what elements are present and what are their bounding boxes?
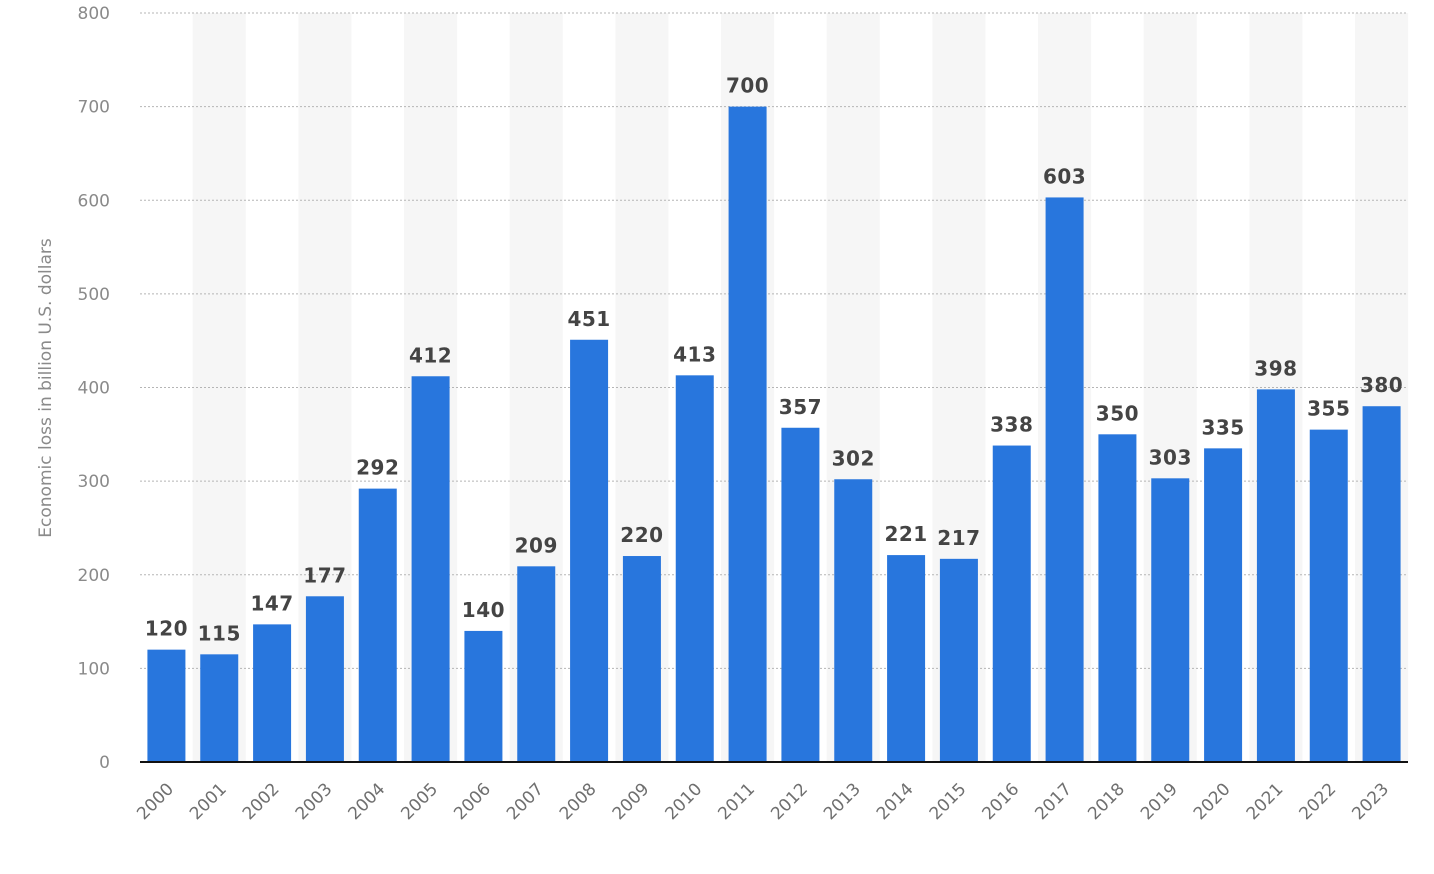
bar — [728, 106, 767, 762]
y-tick-label: 0 — [99, 753, 110, 773]
y-tick-label: 300 — [78, 472, 110, 492]
value-labels: 120 115 147 177 292 412 140 209 451 220 413 700 357 3… — [145, 74, 1403, 646]
y-tick-label: 200 — [78, 566, 110, 586]
bar — [358, 488, 397, 762]
x-tick-label: 2008 — [556, 779, 601, 824]
x-tick-label: 2004 — [345, 779, 390, 824]
bar — [147, 649, 186, 762]
x-tick-label: 2007 — [503, 779, 548, 824]
bars — [147, 106, 1401, 762]
bar — [939, 558, 978, 762]
y-axis-ticks: 0 100 200 300 400 500 600 700 800 — [78, 4, 110, 773]
value-label: 177 — [303, 563, 346, 587]
value-label: 338 — [990, 413, 1033, 437]
value-label: 115 — [198, 621, 241, 645]
value-label: 451 — [567, 307, 610, 331]
y-tick-label: 100 — [78, 659, 110, 679]
value-label: 413 — [673, 342, 716, 366]
value-label: 220 — [620, 523, 663, 547]
value-label: 335 — [1201, 415, 1244, 439]
x-tick-label: 2023 — [1348, 779, 1393, 824]
x-tick-label: 2003 — [292, 779, 337, 824]
bar — [1098, 434, 1137, 762]
x-tick-label: 2011 — [714, 779, 759, 824]
x-tick-label: 2009 — [609, 779, 654, 824]
bar — [781, 427, 820, 762]
x-tick-label: 2001 — [186, 779, 231, 824]
y-axis-title: Economic loss in billion U.S. dollars — [36, 238, 56, 538]
bar — [1256, 389, 1295, 762]
x-tick-label: 2010 — [662, 779, 707, 824]
bar — [1151, 478, 1190, 762]
y-tick-label: 800 — [78, 4, 110, 24]
bar — [992, 445, 1031, 762]
x-tick-label: 2021 — [1243, 779, 1288, 824]
y-tick-label: 400 — [78, 379, 110, 399]
x-tick-label: 2014 — [873, 779, 918, 824]
bar — [517, 566, 556, 762]
x-tick-label: 2012 — [767, 779, 812, 824]
bar — [1309, 429, 1348, 762]
bar — [1204, 448, 1243, 762]
x-tick-label: 2020 — [1190, 779, 1235, 824]
value-label: 700 — [726, 74, 769, 98]
value-label: 357 — [779, 395, 822, 419]
x-tick-label: 2006 — [450, 779, 495, 824]
x-axis-ticks: 2000 2001 2002 2003 2004 2005 2006 2007 2008 2009… — [133, 779, 1393, 824]
bar — [834, 479, 873, 762]
y-tick-label: 500 — [78, 285, 110, 305]
x-tick-label: 2018 — [1084, 779, 1129, 824]
value-label: 355 — [1307, 397, 1350, 421]
value-label: 303 — [1149, 445, 1192, 469]
value-label: 120 — [145, 617, 188, 641]
x-tick-label: 2019 — [1137, 779, 1182, 824]
bar — [1362, 406, 1401, 762]
value-label: 350 — [1096, 401, 1139, 425]
x-tick-label: 2022 — [1296, 779, 1341, 824]
bar — [305, 596, 344, 762]
value-label: 292 — [356, 456, 399, 480]
value-label: 412 — [409, 343, 452, 367]
bar — [253, 624, 292, 762]
x-tick-label: 2013 — [820, 779, 865, 824]
bar — [887, 555, 926, 762]
bar — [200, 654, 239, 762]
value-label: 380 — [1360, 373, 1403, 397]
bar — [570, 339, 609, 762]
value-label: 140 — [462, 598, 505, 622]
x-tick-label: 2017 — [1031, 779, 1076, 824]
gridlines — [140, 12, 1408, 669]
x-tick-label: 2015 — [926, 779, 971, 824]
value-label: 147 — [250, 591, 293, 615]
bar — [411, 376, 450, 762]
bar — [622, 556, 661, 762]
value-label: 217 — [937, 526, 980, 550]
value-label: 603 — [1043, 164, 1086, 188]
value-label: 221 — [884, 522, 927, 546]
x-tick-label: 2016 — [979, 779, 1024, 824]
value-label: 398 — [1254, 356, 1297, 380]
x-tick-label: 2000 — [133, 779, 178, 824]
x-tick-label: 2002 — [239, 779, 284, 824]
value-label: 302 — [832, 446, 875, 470]
x-tick-label: 2005 — [397, 779, 442, 824]
y-tick-label: 600 — [78, 191, 110, 211]
bar — [464, 630, 503, 762]
y-tick-label: 700 — [78, 98, 110, 118]
value-label: 209 — [515, 533, 558, 557]
bar — [675, 375, 714, 762]
bar — [1045, 197, 1084, 762]
